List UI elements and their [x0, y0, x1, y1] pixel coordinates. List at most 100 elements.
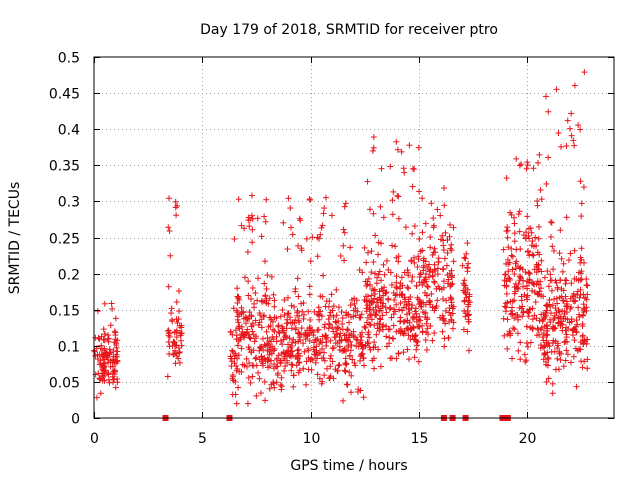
data-point — [173, 298, 180, 305]
data-point — [248, 323, 255, 330]
data-point — [316, 375, 323, 382]
data-point — [97, 390, 104, 397]
data-point — [547, 319, 554, 326]
data-point — [571, 275, 578, 282]
data-point — [109, 305, 116, 312]
data-point — [241, 274, 248, 281]
data-point — [235, 352, 242, 359]
data-point — [581, 305, 588, 312]
data-point — [439, 232, 446, 239]
data-point — [166, 227, 173, 234]
data-point — [538, 292, 545, 299]
data-point — [101, 331, 108, 338]
data-point — [228, 363, 235, 370]
data-point — [459, 262, 466, 269]
data-point — [524, 343, 531, 350]
data-point — [280, 349, 287, 356]
data-point — [261, 378, 268, 385]
data-point — [265, 342, 272, 349]
data-point — [413, 310, 420, 317]
data-point — [580, 340, 587, 347]
data-point — [321, 205, 328, 212]
data-point — [243, 329, 250, 336]
data-point — [255, 321, 262, 328]
data-point — [415, 256, 422, 263]
data-point — [246, 346, 253, 353]
data-point — [504, 345, 511, 352]
data-point — [563, 347, 570, 354]
data-point — [434, 265, 441, 272]
data-point — [526, 306, 533, 313]
data-point — [273, 363, 280, 370]
data-point — [353, 342, 360, 349]
data-point — [334, 324, 341, 331]
data-point — [306, 196, 313, 203]
data-point — [450, 303, 457, 310]
data-point — [320, 210, 327, 217]
data-point — [377, 297, 384, 304]
data-point — [372, 232, 379, 239]
data-point — [305, 354, 312, 361]
data-point — [573, 317, 580, 324]
data-point — [409, 302, 416, 309]
data-point — [402, 224, 409, 231]
data-point — [335, 325, 342, 332]
data-point — [434, 206, 441, 213]
data-point — [411, 336, 418, 343]
data-point — [389, 242, 396, 249]
data-point — [319, 339, 326, 346]
data-point — [261, 312, 268, 319]
data-point — [448, 241, 455, 248]
data-point — [342, 361, 349, 368]
data-point — [370, 210, 377, 217]
data-point — [526, 252, 533, 259]
data-point — [230, 305, 237, 312]
data-point — [305, 345, 312, 352]
data-point — [304, 332, 311, 339]
data-point — [347, 302, 354, 309]
data-point — [440, 278, 447, 285]
data-point — [363, 293, 370, 300]
data-point — [230, 348, 237, 355]
data-point — [378, 165, 385, 172]
data-point — [552, 305, 559, 312]
data-point — [243, 355, 250, 362]
data-point — [229, 347, 236, 354]
data-point — [172, 198, 179, 205]
data-point — [306, 337, 313, 344]
data-point — [178, 324, 185, 331]
data-point — [243, 363, 250, 370]
data-point — [289, 352, 296, 359]
data-point — [287, 319, 294, 326]
data-point — [271, 314, 278, 321]
data-point — [284, 320, 291, 327]
data-point — [270, 326, 277, 333]
data-point — [298, 245, 305, 252]
data-point — [369, 147, 376, 154]
data-point — [583, 282, 590, 289]
data-point — [269, 318, 276, 325]
data-point — [97, 357, 104, 364]
data-point — [547, 303, 554, 310]
data-point — [509, 355, 516, 362]
data-point — [401, 269, 408, 276]
data-point — [270, 336, 277, 343]
data-point — [563, 324, 570, 331]
data-point — [250, 331, 257, 338]
data-point — [518, 293, 525, 300]
data-point — [242, 320, 249, 327]
data-point — [285, 195, 292, 202]
data-point — [344, 381, 351, 388]
data-point — [292, 339, 299, 346]
data-point — [548, 287, 555, 294]
data-point — [564, 117, 571, 124]
data-point — [241, 225, 248, 232]
data-point — [517, 339, 524, 346]
data-point — [368, 269, 375, 276]
data-point — [462, 255, 469, 262]
data-point — [294, 275, 301, 282]
data-point — [298, 325, 305, 332]
data-point — [246, 315, 253, 322]
data-point — [434, 297, 441, 304]
data-point — [319, 378, 326, 385]
